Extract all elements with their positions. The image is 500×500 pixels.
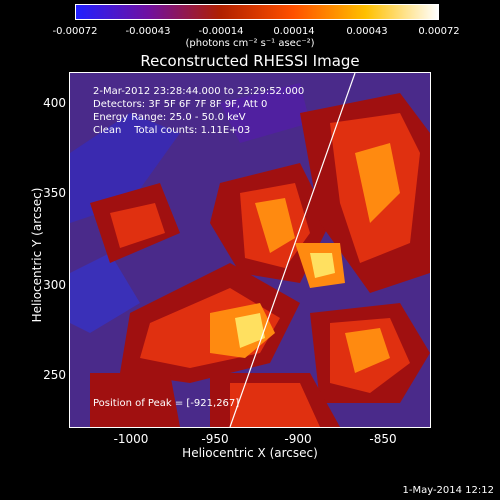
x-tick: -900 <box>284 432 312 446</box>
colorbar-units: (photons cm⁻² s⁻¹ asec⁻²) <box>185 38 315 49</box>
image-title: Reconstructed RHESSI Image <box>140 52 360 70</box>
time-range: 2-Mar-2012 23:28:44.000 to 23:29:52.000 <box>93 86 305 97</box>
colorbar-tick: -0.00014 <box>198 26 244 37</box>
colorbar <box>75 4 439 20</box>
clean-counts: Clean Total counts: 1.11E+03 <box>93 125 251 136</box>
x-axis-label: Heliocentric X (arcsec) <box>182 446 318 460</box>
x-tick: -950 <box>201 432 229 446</box>
colorbar-tick: 0.00043 <box>346 26 388 37</box>
detectors: Detectors: 3F 5F 6F 7F 8F 9F, Att 0 <box>93 99 268 110</box>
rhessi-image: 2-Mar-2012 23:28:44.000 to 23:29:52.000 … <box>69 72 431 428</box>
y-tick: 400 <box>43 96 66 110</box>
x-tick: -1000 <box>113 432 149 446</box>
y-tick: 250 <box>43 368 66 382</box>
peak-position: Position of Peak = [-921,267] <box>93 398 240 409</box>
energy-range: Energy Range: 25.0 - 50.0 keV <box>93 112 246 123</box>
y-tick: 350 <box>43 186 66 200</box>
colorbar-tick: 0.00014 <box>273 26 315 37</box>
colorbar-tick: 0.00072 <box>418 26 460 37</box>
y-axis-label: Heliocentric Y (arcsec) <box>30 187 44 323</box>
x-tick: -850 <box>369 432 397 446</box>
y-tick: 300 <box>43 278 66 292</box>
timestamp: 1-May-2014 12:12 <box>402 485 494 496</box>
colorbar-tick: -0.00072 <box>52 26 98 37</box>
colorbar-tick: -0.00043 <box>125 26 171 37</box>
